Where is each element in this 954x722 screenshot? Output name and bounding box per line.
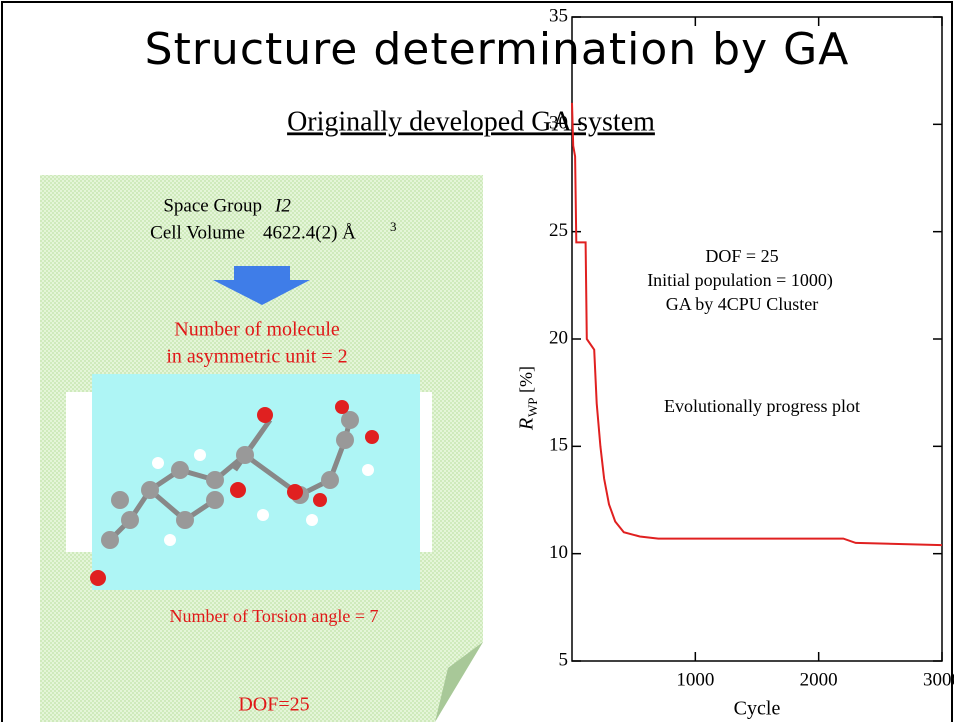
y-label-unit: [%] [516, 366, 536, 393]
title: Structure determination by GA [145, 24, 850, 75]
annotation: DOF = 25 [705, 246, 778, 266]
y-tick-label: 30 [549, 113, 568, 134]
y-label-sub: WP [525, 398, 540, 418]
y-tick-label: 25 [549, 220, 568, 241]
arrow [234, 266, 290, 282]
y-tick-label: 5 [559, 649, 569, 670]
dof-text: DOF=25 [238, 694, 309, 716]
annotation: Evolutionally progress plot [664, 396, 860, 416]
molecule [90, 400, 379, 586]
x-tick-label: 2000 [800, 669, 838, 690]
space-group: I2 [274, 195, 291, 216]
annotation: GA by 4CPU Cluster [666, 294, 819, 314]
y-label-main: R [516, 418, 538, 431]
y-tick-label: 10 [549, 542, 568, 563]
subtitle: Originally developed GA system [287, 106, 655, 137]
y-tick-label: 35 [549, 5, 568, 26]
molecule-image [92, 374, 420, 590]
arrow [213, 280, 310, 305]
x-tick-label: 3000 [923, 669, 954, 690]
x-tick-label: 1000 [676, 669, 714, 690]
x-axis-label: Cycle [734, 698, 781, 720]
fold [435, 642, 483, 722]
cell-volume-label: Cell Volume [150, 222, 245, 243]
annotation: Initial population = 1000) [647, 270, 833, 291]
torsion-text: Number of Torsion angle = 7 [169, 606, 378, 626]
y-axis-label: R WP [%] [516, 366, 540, 431]
space-group-label: Space Group [163, 195, 262, 216]
cell-volume-exp: 3 [390, 219, 397, 234]
cell-volume: 4622.4(2) Å [263, 222, 356, 243]
molecule-text: Number of molecule [174, 319, 340, 341]
molecule-text: in asymmetric unit = 2 [166, 346, 347, 368]
y-tick-label: 15 [549, 435, 568, 456]
data-line [571, 102, 943, 547]
y-tick-label: 20 [549, 327, 568, 348]
